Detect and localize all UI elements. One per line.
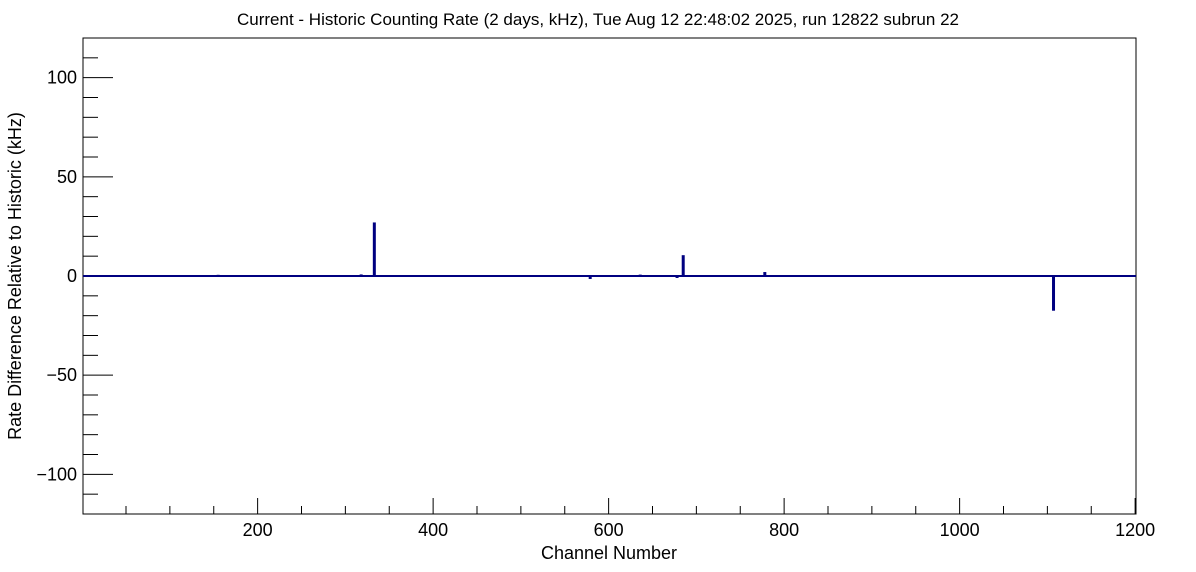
data-bar	[681, 255, 685, 276]
data-bar	[177, 276, 181, 277]
data-bar	[966, 276, 970, 277]
y-tick-label: 0	[67, 266, 77, 286]
data-bars	[83, 222, 1136, 311]
data-bar	[396, 275, 400, 277]
y-axis-label: Rate Difference Relative to Historic (kH…	[5, 112, 25, 440]
x-tick-label: 1200	[1115, 520, 1155, 540]
y-tick-label: 50	[57, 167, 77, 187]
x-tick-label: 400	[418, 520, 448, 540]
data-bar	[1052, 276, 1056, 311]
x-tick-label: 1000	[940, 520, 980, 540]
x-tick-label: 800	[769, 520, 799, 540]
data-bar	[146, 275, 150, 277]
data-bar	[372, 222, 376, 276]
axis-ticks	[83, 57, 1136, 514]
data-bar	[795, 275, 799, 277]
x-tick-label: 200	[243, 520, 273, 540]
x-tick-label: 600	[594, 520, 624, 540]
y-tick-label: 100	[47, 68, 77, 88]
data-bar	[216, 274, 220, 276]
data-bar	[359, 274, 363, 276]
data-bar	[1100, 276, 1104, 277]
tick-labels: −100 −50 0 50 100 200 400 600 800 1000 1200	[36, 68, 1155, 540]
data-bar	[1032, 275, 1036, 277]
data-bar	[749, 275, 753, 277]
y-tick-label: −50	[46, 365, 77, 385]
x-axis-label: Channel Number	[541, 543, 677, 563]
data-bar	[462, 275, 466, 277]
data-bar	[409, 275, 413, 277]
data-bar	[588, 276, 592, 279]
data-bar	[675, 276, 679, 278]
y-tick-label: −100	[36, 464, 77, 484]
data-bar	[936, 276, 940, 277]
data-bar	[763, 272, 767, 276]
data-bar	[918, 275, 922, 277]
chart-title: Current - Historic Counting Rate (2 days…	[237, 10, 959, 29]
data-bar	[638, 274, 642, 276]
